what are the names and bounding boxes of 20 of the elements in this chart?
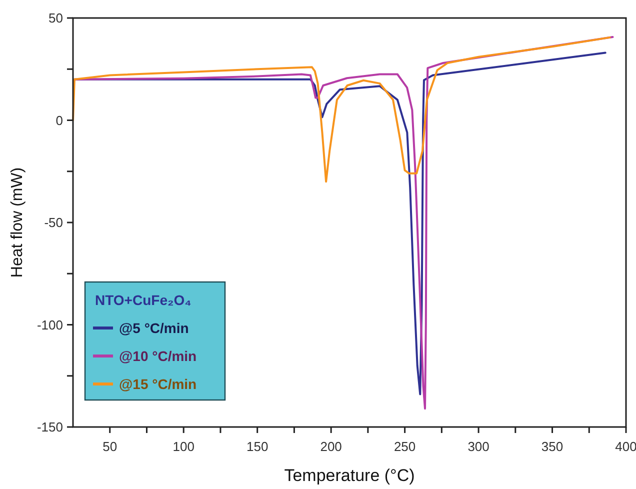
y-tick-label: 50 (48, 10, 63, 26)
legend-label: @15 °C/min (119, 376, 197, 392)
y-tick-label: -50 (44, 215, 63, 230)
x-tick-label: 50 (102, 439, 118, 454)
y-tick-label: -150 (36, 420, 63, 435)
legend-title: NTO+CuFe₂O₄ (95, 292, 192, 308)
y-tick-label: -100 (36, 317, 63, 332)
line-series (72, 36, 611, 183)
y-axis-title: Heat flow (mW) (9, 167, 26, 278)
legend-label: @10 °C/min (119, 348, 197, 364)
x-tick-label: 250 (394, 439, 416, 454)
x-tick-label: 200 (320, 439, 342, 454)
y-tick-label: 0 (56, 112, 63, 128)
x-tick-label: 350 (541, 439, 564, 454)
x-tick-label: 300 (468, 439, 490, 454)
x-tick-label: 400 (615, 439, 636, 454)
x-tick-label: 150 (246, 439, 268, 454)
x-axis-title: Temperature (°C) (284, 466, 415, 485)
legend-label: @5 °C/min (119, 320, 189, 336)
x-tick-label: 100 (172, 439, 194, 454)
